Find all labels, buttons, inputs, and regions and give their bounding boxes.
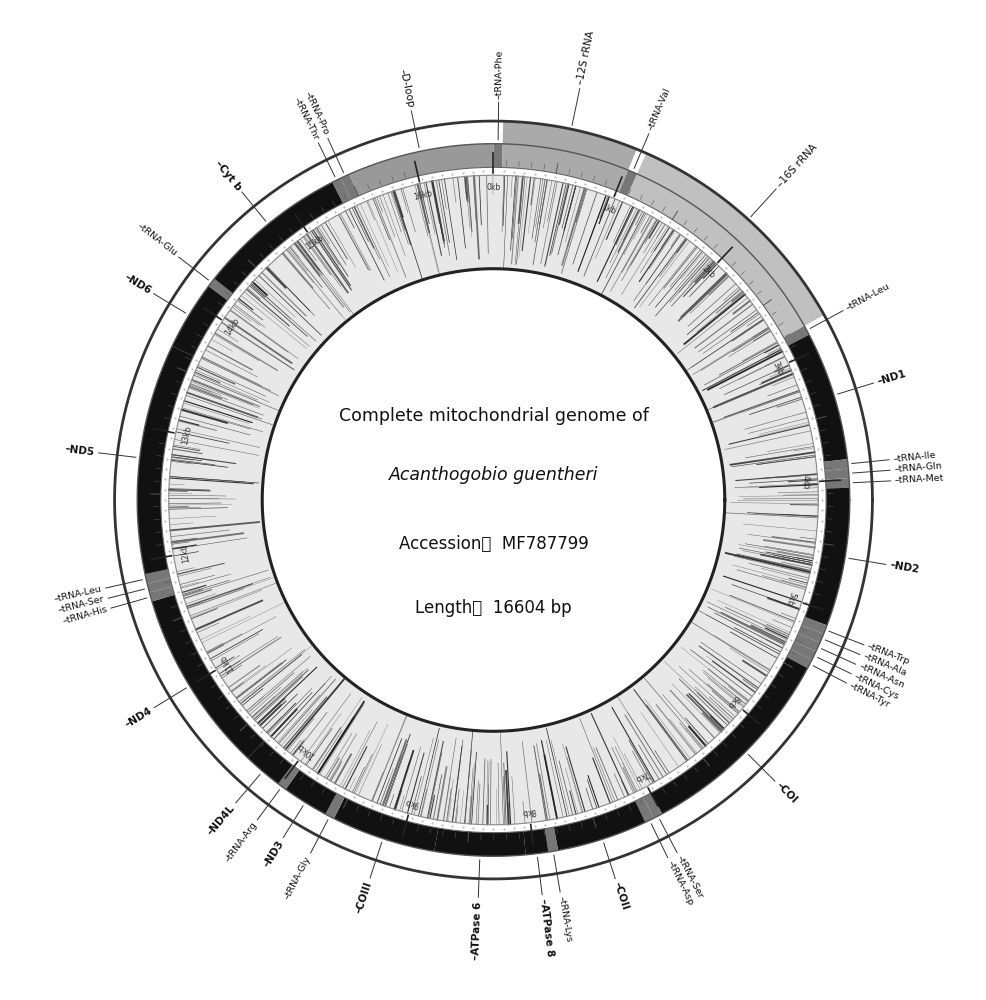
Text: –ATPase 8: –ATPase 8	[537, 898, 554, 957]
Text: 4kb: 4kb	[801, 475, 810, 489]
Polygon shape	[502, 121, 636, 192]
Polygon shape	[798, 625, 822, 643]
Polygon shape	[149, 586, 175, 601]
Polygon shape	[823, 459, 848, 471]
Text: –ND6: –ND6	[122, 272, 153, 296]
Text: 5kb: 5kb	[783, 591, 796, 607]
Text: 3kb: 3kb	[769, 360, 784, 376]
Text: 11kb: 11kb	[218, 653, 236, 674]
Text: 16kb: 16kb	[412, 189, 433, 202]
Polygon shape	[786, 649, 811, 668]
Polygon shape	[325, 793, 344, 819]
Text: –ND4: –ND4	[122, 705, 154, 729]
Text: –COII: –COII	[611, 881, 629, 912]
Polygon shape	[145, 569, 170, 584]
Text: Acanthogobio guentheri: Acanthogobio guentheri	[388, 466, 598, 484]
Polygon shape	[824, 478, 849, 489]
Text: –tRNA-Ala: –tRNA-Ala	[861, 652, 907, 678]
Text: 15kb: 15kb	[305, 234, 325, 252]
Text: –tRNA-Ile: –tRNA-Ile	[891, 451, 936, 464]
Polygon shape	[172, 286, 227, 356]
Polygon shape	[824, 469, 848, 479]
Text: –ND2: –ND2	[888, 560, 919, 575]
Polygon shape	[147, 578, 173, 592]
Text: 1kb: 1kb	[600, 202, 616, 216]
Polygon shape	[208, 279, 233, 300]
Polygon shape	[553, 801, 645, 850]
Text: –tRNA-Tyr: –tRNA-Tyr	[847, 681, 891, 709]
Text: –tRNA-Phe: –tRNA-Phe	[494, 49, 503, 99]
Polygon shape	[523, 829, 548, 855]
Text: –tRNA-His: –tRNA-His	[61, 605, 108, 626]
Text: –tRNA-Gln: –tRNA-Gln	[892, 462, 942, 474]
Polygon shape	[214, 182, 343, 293]
Text: –tRNA-Asp: –tRNA-Asp	[665, 859, 694, 907]
Text: 8kb: 8kb	[522, 806, 536, 816]
Text: –COIII: –COIII	[353, 880, 374, 915]
Text: 9kb: 9kb	[403, 796, 419, 808]
Polygon shape	[651, 657, 807, 814]
Text: –tRNA-Glu: –tRNA-Glu	[135, 222, 178, 258]
Text: 0kb: 0kb	[486, 183, 500, 192]
Text: –12S rRNA: –12S rRNA	[575, 30, 597, 86]
Polygon shape	[544, 827, 557, 852]
Text: 13kb: 13kb	[180, 425, 193, 446]
Polygon shape	[285, 770, 336, 814]
Polygon shape	[137, 346, 193, 574]
Text: –16S rRNA: –16S rRNA	[774, 142, 818, 189]
Polygon shape	[783, 326, 809, 346]
Text: –tRNA-Cys: –tRNA-Cys	[852, 671, 900, 701]
Text: –ND4L: –ND4L	[206, 803, 237, 837]
Polygon shape	[278, 765, 299, 789]
Text: Length：  16604 bp: Length： 16604 bp	[415, 599, 571, 617]
Text: –Cyt b: –Cyt b	[213, 158, 244, 192]
Text: –tRNA-Val: –tRNA-Val	[646, 87, 671, 132]
Text: –ND1: –ND1	[875, 368, 906, 387]
Text: 2kb: 2kb	[699, 264, 716, 281]
Text: –tRNA-Pro: –tRNA-Pro	[303, 90, 330, 137]
Text: 14kb: 14kb	[224, 317, 242, 337]
Polygon shape	[790, 641, 815, 660]
Polygon shape	[805, 488, 849, 625]
Polygon shape	[434, 828, 526, 856]
Polygon shape	[635, 797, 653, 822]
Text: Accession：  MF787799: Accession： MF787799	[398, 535, 588, 553]
Text: –tRNA-Met: –tRNA-Met	[893, 474, 944, 485]
Polygon shape	[801, 617, 826, 634]
Polygon shape	[627, 153, 823, 337]
Text: –tRNA-Gly: –tRNA-Gly	[283, 854, 313, 901]
Text: –tRNA-Trp: –tRNA-Trp	[865, 642, 910, 667]
Polygon shape	[788, 335, 847, 462]
Text: 7kb: 7kb	[632, 768, 650, 783]
Text: –tRNA-Ser: –tRNA-Ser	[674, 854, 704, 901]
Polygon shape	[332, 178, 351, 203]
Text: –tRNA-Lys: –tRNA-Lys	[556, 895, 573, 943]
Text: 6kb: 6kb	[724, 693, 740, 710]
Text: –COI: –COI	[773, 780, 799, 805]
Text: –tRNA-Thr: –tRNA-Thr	[292, 96, 320, 141]
Polygon shape	[349, 144, 493, 196]
Polygon shape	[169, 175, 817, 825]
Text: –ND3: –ND3	[261, 838, 285, 869]
Text: 10kb: 10kb	[296, 741, 316, 760]
Text: –ATPase 6: –ATPase 6	[470, 901, 483, 960]
Polygon shape	[340, 174, 359, 199]
Polygon shape	[152, 595, 264, 758]
Text: –tRNA-Leu: –tRNA-Leu	[844, 282, 890, 313]
Polygon shape	[618, 170, 636, 196]
Polygon shape	[794, 633, 819, 652]
Text: 12kb: 12kb	[178, 543, 191, 563]
Text: –tRNA-Ser: –tRNA-Ser	[57, 595, 106, 615]
Polygon shape	[247, 741, 292, 784]
Text: –D-loop: –D-loop	[397, 68, 415, 108]
Polygon shape	[643, 793, 662, 818]
Text: –tRNA-Arg: –tRNA-Arg	[223, 820, 258, 864]
Polygon shape	[333, 797, 438, 851]
Text: –ND5: –ND5	[64, 444, 96, 457]
Text: Complete mitochondrial genome of: Complete mitochondrial genome of	[338, 407, 648, 425]
Polygon shape	[493, 144, 502, 167]
Text: –tRNA-Asn: –tRNA-Asn	[857, 662, 905, 690]
Text: –tRNA-Leu: –tRNA-Leu	[53, 585, 103, 604]
